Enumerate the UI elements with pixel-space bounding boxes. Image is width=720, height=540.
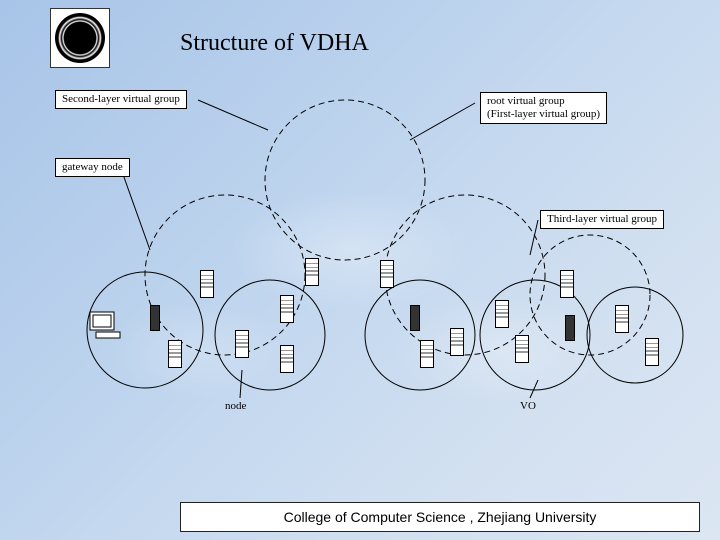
university-logo xyxy=(50,8,110,68)
tower-icon xyxy=(410,305,426,329)
label-root-group: root virtual group (First-layer virtual … xyxy=(480,92,607,124)
server-icon xyxy=(560,270,576,294)
circle-second_left xyxy=(145,195,305,355)
server-icon xyxy=(645,338,661,362)
server-icon xyxy=(515,335,531,359)
tower-icon xyxy=(565,315,581,339)
server-icon xyxy=(495,300,511,324)
pointer-line-5 xyxy=(530,380,538,398)
tower-icon xyxy=(150,305,166,329)
pointer-line-2 xyxy=(120,166,150,250)
vdha-diagram: Second-layer virtual group root virtual … xyxy=(20,80,700,490)
server-icon xyxy=(380,260,396,284)
footer-text: College of Computer Science , Zhejiang U… xyxy=(180,502,700,532)
pc-icon xyxy=(88,310,104,334)
diagram-svg xyxy=(20,80,700,490)
pointer-line-3 xyxy=(530,220,538,255)
label-vo: VO xyxy=(520,400,536,412)
server-icon xyxy=(450,328,466,352)
circle-vo2 xyxy=(215,280,325,390)
label-third-layer: Third-layer virtual group xyxy=(540,210,664,229)
label-second-layer: Second-layer virtual group xyxy=(55,90,187,109)
pointer-line-4 xyxy=(240,370,242,398)
server-icon xyxy=(420,340,436,364)
circle-root xyxy=(265,100,425,260)
server-icon xyxy=(305,258,321,282)
pointer-line-0 xyxy=(198,100,268,130)
server-icon xyxy=(280,295,296,319)
label-node: node xyxy=(225,400,246,412)
pointer-line-1 xyxy=(410,103,475,140)
server-icon xyxy=(235,330,251,354)
slide-title: Structure of VDHA xyxy=(180,30,369,57)
server-icon xyxy=(168,340,184,364)
server-icon xyxy=(615,305,631,329)
label-gateway-node: gateway node xyxy=(55,158,130,177)
server-icon xyxy=(280,345,296,369)
server-icon xyxy=(200,270,216,294)
